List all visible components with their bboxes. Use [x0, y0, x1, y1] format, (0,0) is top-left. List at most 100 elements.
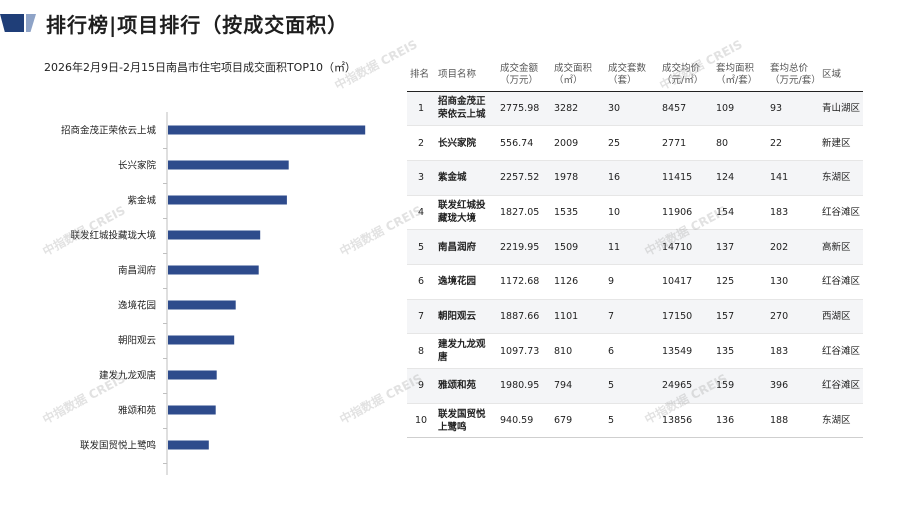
cell-avg-total: 270	[767, 299, 819, 335]
cell-area: 1509	[551, 229, 605, 265]
cell-amount: 1980.95	[497, 368, 551, 404]
bar-chart: 招商金茂正荣依云上城长兴家院紫金城联发红城投藏珑大境南昌润府逸境花园朝阳观云建发…	[61, 112, 366, 475]
cell-avg-price: 11415	[659, 160, 713, 196]
cell-area: 1978	[551, 160, 605, 196]
cell-units: 5	[605, 368, 659, 404]
cell-rank: 7	[407, 299, 435, 335]
table-row: 4 联发红城投藏珑大境 1827.05 1535 10 11906 154 183 红谷滩区	[407, 195, 863, 231]
title-accent-shape-light	[26, 14, 36, 32]
cell-avg-price: 10417	[659, 264, 713, 300]
cell-district: 东湖区	[819, 403, 863, 439]
bar	[168, 230, 261, 240]
cell-amount: 2775.98	[497, 91, 551, 127]
col-header-district: 区域	[819, 60, 863, 92]
category-label: 联发国贸悦上鹭鸣	[80, 440, 156, 452]
cell-amount: 2257.52	[497, 160, 551, 196]
category-label: 南昌润府	[118, 265, 157, 277]
cell-avg-price: 24965	[659, 368, 713, 404]
cell-amount: 1172.68	[497, 264, 551, 300]
cell-avg-price: 8457	[659, 91, 713, 127]
cell-project-name: 建发九龙观唐	[435, 333, 497, 369]
cell-avg-total: 202	[767, 229, 819, 265]
cell-avg-price: 13549	[659, 333, 713, 369]
cell-district: 高新区	[819, 229, 863, 265]
cell-avg-total: 396	[767, 368, 819, 404]
cell-units: 30	[605, 91, 659, 127]
cell-district: 红谷滩区	[819, 333, 863, 369]
table-header: 排名 项目名称 成交金额 （万元） 成交面积 （㎡） 成交套数 （套） 成交均价 （元/㎡） 套均面…	[407, 60, 863, 92]
cell-area: 1101	[551, 299, 605, 335]
table-row: 6 逸境花园 1172.68 1126 9 10417 125 130 红谷滩区	[407, 264, 863, 300]
col-header-amount: 成交金额 （万元）	[497, 60, 551, 92]
col-header-units: 成交套数 （套）	[605, 60, 659, 92]
cell-units: 9	[605, 264, 659, 300]
bar	[168, 300, 236, 310]
cell-amount: 1097.73	[497, 333, 551, 369]
cell-avg-total: 22	[767, 125, 819, 161]
cell-amount: 556.74	[497, 125, 551, 161]
cell-project-name: 朝阳观云	[435, 299, 497, 335]
cell-avg-total: 130	[767, 264, 819, 300]
cell-avg-area: 125	[713, 264, 767, 300]
cell-rank: 8	[407, 333, 435, 369]
cell-project-name: 联发国贸悦上鹭鸣	[435, 403, 497, 439]
cell-avg-area: 109	[713, 91, 767, 127]
table-body: 1 招商金茂正荣依云上城 2775.98 3282 30 8457 109 93 青山湖区 2 长兴…	[407, 91, 863, 439]
col-header-avg-total: 套均总价 （万元/套）	[767, 60, 821, 92]
cell-amount: 1887.66	[497, 299, 551, 335]
category-label: 建发九龙观唐	[99, 370, 156, 382]
cell-amount: 1827.05	[497, 195, 551, 231]
cell-rank: 1	[407, 91, 435, 127]
cell-district: 青山湖区	[819, 91, 863, 127]
page-title: 排行榜|项目排行（按成交面积）	[46, 13, 349, 37]
category-label: 联发红城投藏珑大境	[70, 230, 156, 242]
cell-avg-total: 141	[767, 160, 819, 196]
cell-units: 25	[605, 125, 659, 161]
cell-avg-area: 157	[713, 299, 767, 335]
cell-avg-area: 136	[713, 403, 767, 439]
cell-avg-area: 159	[713, 368, 767, 404]
ranking-table: 排名 项目名称 成交金额 （万元） 成交面积 （㎡） 成交套数 （套） 成交均价 （元/㎡） 套均面…	[407, 60, 863, 439]
cell-avg-price: 14710	[659, 229, 713, 265]
col-header-avg-area: 套均面积 （㎡/套）	[713, 60, 767, 92]
cell-amount: 2219.95	[497, 229, 551, 265]
cell-rank: 6	[407, 264, 435, 300]
cell-area: 810	[551, 333, 605, 369]
cell-avg-area: 135	[713, 333, 767, 369]
col-header-avg-price: 成交均价 （元/㎡）	[659, 60, 713, 92]
cell-area: 2009	[551, 125, 605, 161]
title-bar: 排行榜|项目排行（按成交面积）	[0, 0, 897, 44]
cell-avg-price: 13856	[659, 403, 713, 439]
ranking-table-container: 排名 项目名称 成交金额 （万元） 成交面积 （㎡） 成交套数 （套） 成交均价 （元/㎡） 套均面…	[407, 60, 863, 439]
cell-units: 7	[605, 299, 659, 335]
table-row: 10 联发国贸悦上鹭鸣 940.59 679 5 13856 136 188 东湖区	[407, 403, 863, 439]
cell-rank: 3	[407, 160, 435, 196]
category-label: 雅颂和苑	[118, 405, 157, 417]
cell-rank: 9	[407, 368, 435, 404]
cell-avg-price: 2771	[659, 125, 713, 161]
cell-units: 11	[605, 229, 659, 265]
cell-avg-total: 183	[767, 195, 819, 231]
cell-avg-total: 183	[767, 333, 819, 369]
cell-amount: 940.59	[497, 403, 551, 439]
cell-area: 794	[551, 368, 605, 404]
cell-rank: 2	[407, 125, 435, 161]
bar	[168, 265, 259, 275]
category-label: 长兴家院	[118, 160, 157, 172]
table-row: 5 南昌润府 2219.95 1509 11 14710 137 202 高新区	[407, 229, 863, 265]
cell-project-name: 招商金茂正荣依云上城	[435, 91, 497, 127]
bar	[168, 335, 235, 345]
bar	[168, 195, 287, 205]
cell-rank: 4	[407, 195, 435, 231]
cell-avg-area: 80	[713, 125, 767, 161]
table-row: 8 建发九龙观唐 1097.73 810 6 13549 135 183 红谷滩区	[407, 333, 863, 369]
cell-project-name: 雅颂和苑	[435, 368, 497, 404]
cell-district: 新建区	[819, 125, 863, 161]
cell-avg-area: 124	[713, 160, 767, 196]
cell-units: 6	[605, 333, 659, 369]
category-label: 朝阳观云	[118, 336, 156, 347]
cell-project-name: 南昌润府	[435, 229, 497, 265]
cell-district: 西湖区	[819, 299, 863, 335]
bar	[168, 440, 209, 450]
cell-district: 红谷滩区	[819, 264, 863, 300]
